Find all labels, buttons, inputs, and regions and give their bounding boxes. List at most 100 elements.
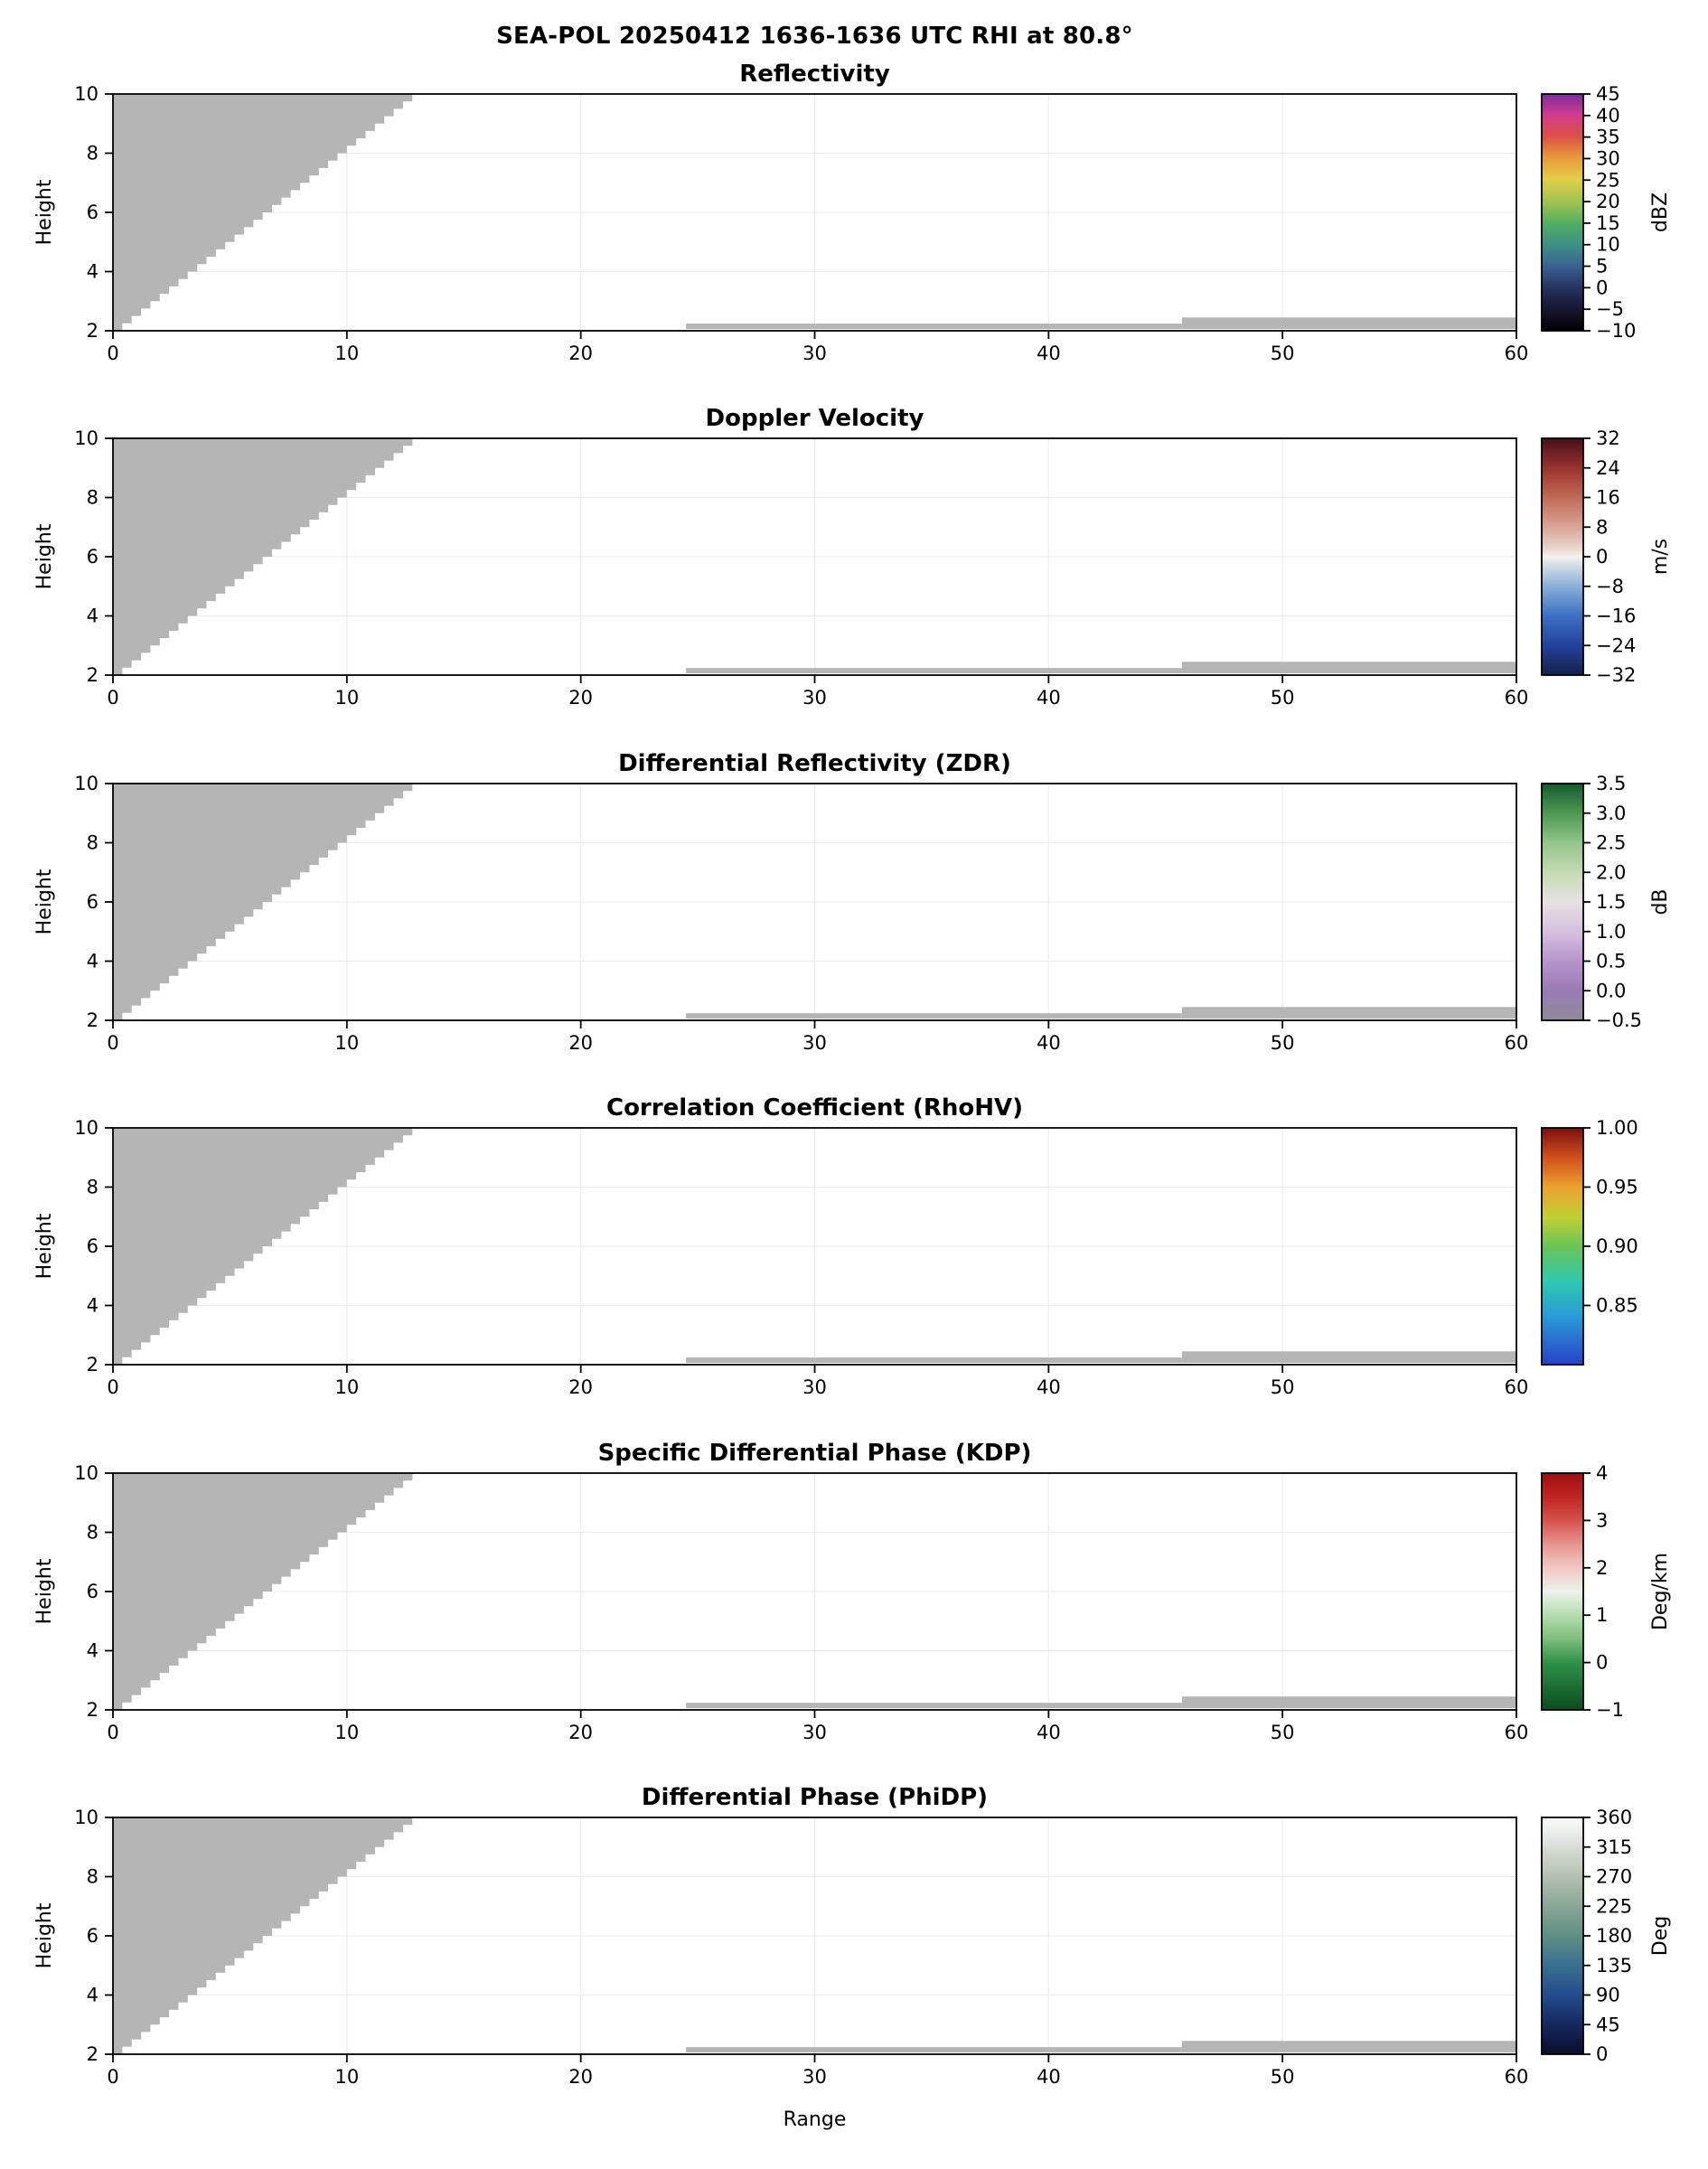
colorbar-tick-label: −8	[1596, 576, 1624, 597]
colorbar-tick-label: 1.0	[1596, 921, 1626, 943]
x-tick-label: 60	[1505, 343, 1529, 364]
x-tick-label: 40	[1037, 1722, 1061, 1743]
colorbar-tick-label: 225	[1596, 1895, 1632, 1917]
y-axis-label: Height	[33, 1558, 56, 1624]
colorbar-tick-label: −24	[1596, 634, 1636, 656]
colorbar-unit-label: dB	[1649, 888, 1672, 915]
colorbar-tick-label: 45	[1596, 2014, 1620, 2035]
panel-title: Differential Reflectivity (ZDR)	[618, 750, 1011, 777]
masked-data-wedge	[113, 94, 413, 331]
figure-title: SEA-POL 20250412 1636-1636 UTC RHI at 80…	[496, 23, 1133, 50]
colorbar	[1541, 1472, 1584, 1711]
colorbar	[1541, 1817, 1584, 2055]
y-tick-label: 4	[87, 1295, 99, 1317]
x-tick-label: 20	[568, 687, 593, 709]
colorbar-tick-label: 3	[1596, 1509, 1608, 1531]
y-tick-label: 6	[87, 1925, 99, 1947]
x-tick-label: 0	[107, 1032, 118, 1054]
x-tick-label: 30	[802, 2066, 827, 2088]
panel-title: Specific Differential Phase (KDP)	[598, 1440, 1032, 1467]
x-tick-label: 50	[1271, 1376, 1295, 1398]
colorbar-tick-label: 0.95	[1596, 1177, 1638, 1198]
colorbar-tick-label: 0.85	[1596, 1295, 1638, 1317]
y-tick-label: 2	[87, 664, 99, 686]
y-tick-label: 4	[87, 951, 99, 972]
colorbar-tick-label: 315	[1596, 1836, 1632, 1858]
colorbar-tick-label: 270	[1596, 1866, 1632, 1888]
masked-data-strip	[1181, 2041, 1516, 2053]
x-tick-label: 10	[334, 1376, 359, 1398]
colorbar-tick-label: 1	[1596, 1604, 1608, 1626]
y-tick-label: 6	[87, 202, 99, 223]
y-tick-label: 10	[74, 1117, 99, 1139]
x-tick-label: 40	[1037, 1376, 1061, 1398]
masked-data-strip	[686, 1013, 1182, 1019]
x-tick-label: 40	[1037, 2066, 1061, 2088]
y-tick-label: 4	[87, 1985, 99, 2006]
panel-specific-differential-phase-kdp: Specific Differential Phase (KDP) 0 10 20 30…	[33, 1440, 1672, 1743]
x-tick-label: 0	[107, 1722, 118, 1743]
colorbar-tick-label: 135	[1596, 1955, 1632, 1977]
colorbar	[1541, 437, 1584, 676]
masked-data-strip	[686, 668, 1182, 674]
x-tick-label: 10	[334, 1722, 359, 1743]
masked-data-strip	[1181, 1007, 1516, 1019]
colorbar-unit-label: Deg/km	[1649, 1553, 1672, 1630]
y-tick-label: 10	[74, 1462, 99, 1484]
colorbar-tick-label: 0.5	[1596, 951, 1626, 972]
colorbar-tick-label: 10	[1596, 234, 1620, 256]
x-tick-label: 50	[1271, 1032, 1295, 1054]
x-tick-label: 20	[568, 1722, 593, 1743]
x-tick-label: 30	[802, 343, 827, 364]
colorbar-tick-label: 4	[1596, 1462, 1608, 1484]
x-tick-label: 30	[802, 1722, 827, 1743]
colorbar-tick-label: 24	[1596, 457, 1620, 479]
colorbar-tick-label: 0	[1596, 2043, 1608, 2065]
colorbar-tick-label: 3.0	[1596, 803, 1626, 824]
masked-data-strip	[1181, 1696, 1516, 1709]
colorbar-unit-label: dBZ	[1649, 192, 1672, 232]
panel-title: Reflectivity	[739, 61, 890, 88]
y-axis-label: Height	[33, 1902, 56, 1968]
colorbar-tick-label: −1	[1596, 1699, 1624, 1721]
x-tick-label: 10	[334, 687, 359, 709]
colorbar-tick-label: −16	[1596, 606, 1636, 627]
x-tick-label: 30	[802, 687, 827, 709]
masked-data-strip	[1181, 317, 1516, 330]
colorbar-tick-label: 360	[1596, 1807, 1632, 1828]
x-tick-label: 20	[568, 1376, 593, 1398]
masked-data-strip	[1181, 662, 1516, 674]
x-tick-label: 0	[107, 687, 118, 709]
x-tick-label: 40	[1037, 687, 1061, 709]
colorbar-tick-label: −5	[1596, 298, 1624, 320]
x-axis-label: Range	[784, 2108, 847, 2131]
y-tick-label: 8	[87, 487, 99, 509]
x-tick-label: 50	[1271, 343, 1295, 364]
x-tick-label: 20	[568, 1032, 593, 1054]
colorbar-unit-label: Deg	[1649, 1916, 1672, 1956]
x-tick-label: 50	[1271, 687, 1295, 709]
masked-data-strip	[686, 2047, 1182, 2053]
x-tick-label: 50	[1271, 2066, 1295, 2088]
masked-data-wedge	[113, 438, 413, 675]
x-tick-label: 30	[802, 1376, 827, 1398]
y-tick-label: 6	[87, 1235, 99, 1257]
y-tick-label: 10	[74, 427, 99, 449]
colorbar-tick-label: 32	[1596, 427, 1620, 449]
masked-data-strip	[686, 1703, 1182, 1709]
x-tick-label: 60	[1505, 2066, 1529, 2088]
colorbar-tick-label: 180	[1596, 1925, 1632, 1947]
colorbar	[1541, 783, 1584, 1021]
y-tick-label: 4	[87, 1640, 99, 1662]
masked-data-strip	[1181, 1351, 1516, 1364]
x-tick-label: 60	[1505, 1722, 1529, 1743]
y-tick-label: 10	[74, 1807, 99, 1828]
colorbar-tick-label: 3.5	[1596, 773, 1626, 794]
colorbar-tick-label: 5	[1596, 256, 1608, 277]
x-tick-label: 0	[107, 2066, 118, 2088]
y-tick-label: 8	[87, 143, 99, 164]
colorbar	[1541, 93, 1584, 332]
x-tick-label: 10	[334, 2066, 359, 2088]
